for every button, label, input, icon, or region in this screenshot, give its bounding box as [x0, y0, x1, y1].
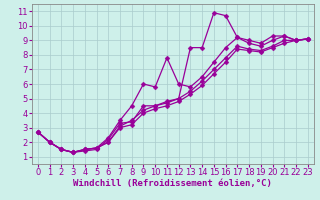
X-axis label: Windchill (Refroidissement éolien,°C): Windchill (Refroidissement éolien,°C)	[73, 179, 272, 188]
